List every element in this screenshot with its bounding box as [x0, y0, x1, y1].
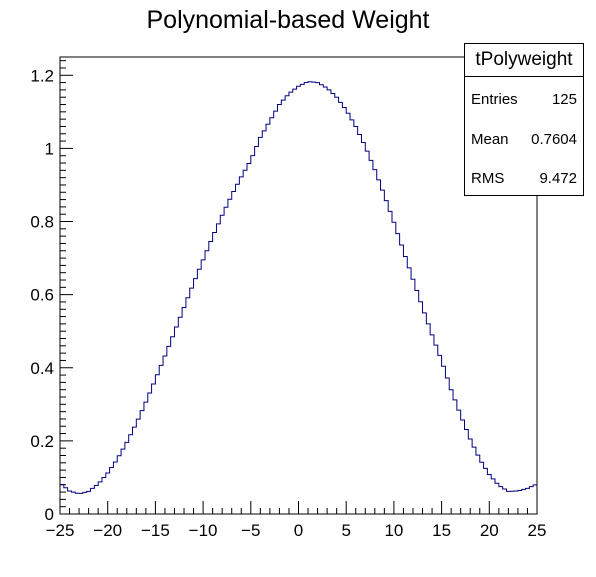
y-axis: 0 0.2 0.4 0.6 0.8 1 1.2 — [30, 60, 73, 524]
stats-mean-value: 0.7604 — [531, 131, 577, 148]
stats-row-entries: Entries 125 — [471, 91, 577, 108]
x-tick-label: 15 — [432, 521, 451, 540]
x-tick-label: −20 — [93, 521, 122, 540]
x-tick-label: −10 — [189, 521, 218, 540]
y-tick-label: 0 — [45, 505, 54, 524]
y-tick-label: 0.2 — [30, 432, 54, 451]
x-tick-label: 5 — [341, 521, 350, 540]
y-tick-label: 0.6 — [30, 286, 54, 305]
chart-title: Polynomial-based Weight — [146, 6, 429, 34]
stats-entries-value: 125 — [551, 91, 577, 108]
x-tick-label: −5 — [241, 521, 260, 540]
stats-box: tPolyweight Entries 125 Mean 0.7604 RMS … — [464, 43, 584, 196]
stats-rms-value: 9.472 — [539, 170, 577, 187]
stats-mean-label: Mean — [471, 131, 509, 148]
x-tick-label: −15 — [141, 521, 170, 540]
x-tick-label: 20 — [480, 521, 499, 540]
stats-row-mean: Mean 0.7604 — [471, 131, 577, 148]
stats-title: tPolyweight — [465, 44, 583, 77]
y-tick-label: 1 — [45, 139, 54, 158]
x-axis: −25 −20 −15 −10 −5 0 5 10 15 20 25 — [46, 501, 547, 540]
histogram-line — [60, 81, 537, 494]
y-tick-label: 1.2 — [30, 66, 54, 85]
y-tick-label: 0.8 — [30, 213, 54, 232]
x-tick-label: −25 — [46, 521, 75, 540]
y-tick-label: 0.4 — [30, 359, 54, 378]
x-tick-label: 0 — [294, 521, 303, 540]
x-tick-label: 10 — [384, 521, 403, 540]
stats-rms-label: RMS — [471, 170, 505, 187]
x-tick-label: 25 — [528, 521, 547, 540]
stats-entries-label: Entries — [471, 91, 518, 108]
stats-row-rms: RMS 9.472 — [471, 170, 577, 187]
